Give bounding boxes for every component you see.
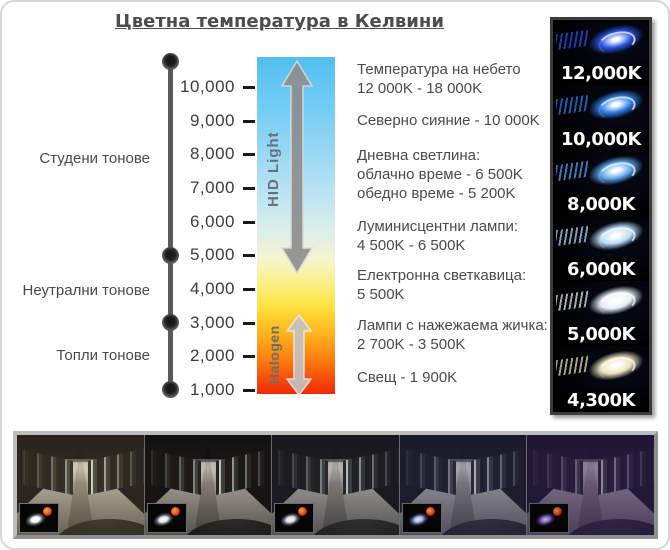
headlight-photo-6000k: 6,000K [553, 215, 649, 282]
description-candle: Свещ - 1 900K [357, 369, 458, 386]
tone-label-warm: Топли тонове [56, 347, 150, 364]
bulb-inset-photo [529, 503, 570, 533]
bulb-tip [425, 507, 435, 516]
bulb-inset-photo [274, 503, 315, 533]
kelvin-gradient-bar: HID Light Halogen [257, 57, 335, 396]
headlight-photo-10000k: 10,000K [553, 85, 649, 151]
tone-label-neutral: Неутрални тонове [22, 282, 150, 299]
bulb-tip [553, 507, 563, 516]
kelvin-label: 5,000K [567, 324, 635, 346]
description-sky: Температура на небето 12 000K - 18 000K [357, 61, 521, 97]
kelvin-label: 4,300K [567, 389, 635, 411]
scale-label-7000: 7,000 [189, 178, 235, 197]
scale-label-6000: 6,000 [189, 212, 235, 231]
bulb-inset-photo [19, 503, 59, 533]
tick-10000 [243, 86, 255, 89]
halogen-range-arrow-icon [285, 314, 313, 396]
scale-label-5000: 5,000 [189, 245, 235, 264]
headlight-photo-8000k: 8,000K [553, 150, 649, 216]
bulb-tip [298, 507, 308, 516]
scale-label-2000: 2,000 [189, 346, 235, 365]
headlight-kelvin-strip: 12,000K 10,000K 8,000K 6,000K [550, 17, 652, 415]
beam-photo-neutral [144, 435, 272, 535]
beam-photo-warm [17, 435, 144, 535]
tick-3000 [243, 322, 255, 325]
halogen-label: Halogen [266, 325, 282, 385]
description-aurora: Северно сияние - 10 000K [357, 112, 540, 129]
axis-dot-3000 [162, 314, 179, 331]
headlight-photo-4300k: 4,300K [553, 346, 649, 412]
tick-2000 [243, 355, 255, 358]
headlight-photo-12000k: 12,000K [553, 20, 649, 86]
kelvin-label: 10,000K [561, 128, 641, 150]
beam-photo-blue [399, 435, 527, 535]
tick-9000 [243, 120, 255, 123]
hid-light-label: HID Light [265, 131, 282, 207]
page-title: Цветна температура в Келвини [115, 11, 444, 32]
headlight-photo-5000k: 5,000K [553, 281, 649, 347]
tick-1000 [243, 389, 255, 392]
tick-4000 [243, 288, 255, 291]
bulb-inset-photo [401, 503, 442, 533]
description-fluorescent: Луминисцентни лампи: 4 500K - 6 500K [357, 218, 519, 254]
scale-label-3000: 3,000 [189, 313, 235, 332]
kelvin-label: 6,000K [567, 259, 635, 281]
tick-5000 [243, 254, 255, 257]
description-flash: Електронна светкавица: 5 500K [357, 267, 527, 303]
tick-6000 [243, 221, 255, 224]
tone-axis-line [168, 60, 173, 392]
description-incandescent: Лампи с нажежаема жичка: 2 700K - 3 500K [357, 317, 548, 353]
hid-range-arrow-icon [280, 60, 314, 274]
scale-label-8000: 8,000 [189, 144, 235, 163]
tone-label-cold: Студени тонове [39, 150, 150, 167]
scale-label-9000: 9,000 [189, 111, 235, 130]
tick-7000 [243, 187, 255, 190]
beam-photo-violet [527, 435, 654, 535]
scale-label-10000: 10,000 [180, 77, 235, 96]
scale-label-4000: 4,000 [189, 279, 235, 298]
car-hood-silhouette [182, 519, 272, 535]
bulb-tip [43, 507, 52, 516]
bulb-tip [170, 507, 180, 516]
axis-dot-5000 [162, 247, 179, 264]
bulb-inset-photo [146, 503, 187, 533]
beam-photo-cool [272, 435, 399, 535]
beam-comparison-strip [13, 431, 658, 539]
tick-8000 [243, 153, 255, 156]
kelvin-label: 8,000K [567, 193, 635, 215]
kelvin-label: 12,000K [561, 63, 641, 85]
scale-label-1000: 1,000 [189, 380, 235, 399]
axis-dot-1000 [162, 381, 179, 398]
axis-dot-top [162, 53, 179, 70]
description-daylight: Дневна светлина: облачно време - 6 500K … [357, 147, 523, 202]
